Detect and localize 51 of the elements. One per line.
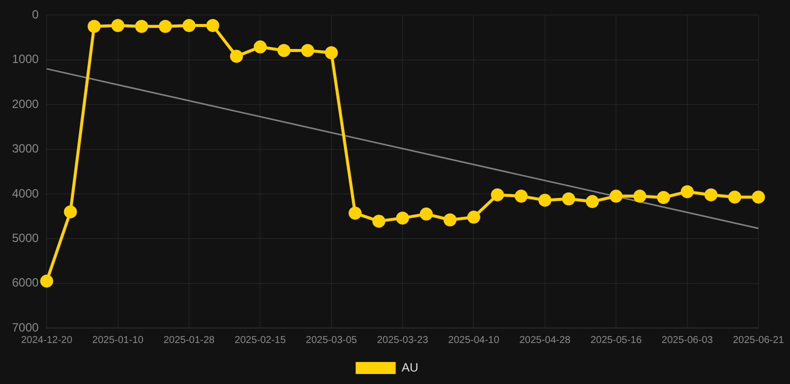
x-tick-label: 2025-04-10 [448,334,500,346]
point [467,210,480,224]
y-tick-label: 7000 [12,320,40,334]
point [88,20,101,33]
y-tick-label: 5000 [12,230,40,245]
point [158,20,172,33]
x-tick-label: 2025-02-15 [234,334,286,346]
y-tick-label: 4000 [12,186,40,200]
point [633,190,646,203]
point [490,188,504,202]
y-tick-label: 3000 [12,142,40,156]
point [704,188,718,202]
point [586,195,599,208]
x-tick-label: 2025-01-28 [163,334,216,346]
point [40,274,54,288]
x-tick-label: 2024-12-20 [21,334,73,346]
point [230,50,243,63]
point [348,206,362,220]
point [444,213,457,226]
point [135,20,148,33]
point [206,18,220,32]
point [728,190,742,204]
point [324,46,338,60]
point [657,191,670,204]
point [301,44,314,57]
point [514,190,528,203]
y-tick-label: 0 [32,8,40,22]
point [538,194,552,207]
point [277,44,290,57]
x-tick-label: 2025-01-10 [92,334,144,346]
point [396,212,410,225]
point [64,205,77,218]
y-tick-label: 1000 [12,52,40,66]
point [420,208,433,221]
point [182,18,196,32]
point [752,190,765,204]
x-tick-label: 2025-06-03 [662,334,714,346]
x-tick-label: 2025-03-23 [376,334,429,346]
x-tick-label: 2025-05-16 [590,334,642,346]
point [680,185,694,198]
x-tick-label: 2025-04-28 [519,334,571,346]
point [254,40,267,54]
legend-label: AU [402,360,418,374]
x-tick-label: 2025-06-21 [732,334,784,346]
x-tick-label: 2025-03-05 [306,334,358,346]
point [562,192,576,206]
y-tick-label: 6000 [12,276,40,290]
point [610,190,623,203]
y-tick-label: 2000 [12,96,40,111]
point [372,214,386,228]
point [111,18,124,32]
